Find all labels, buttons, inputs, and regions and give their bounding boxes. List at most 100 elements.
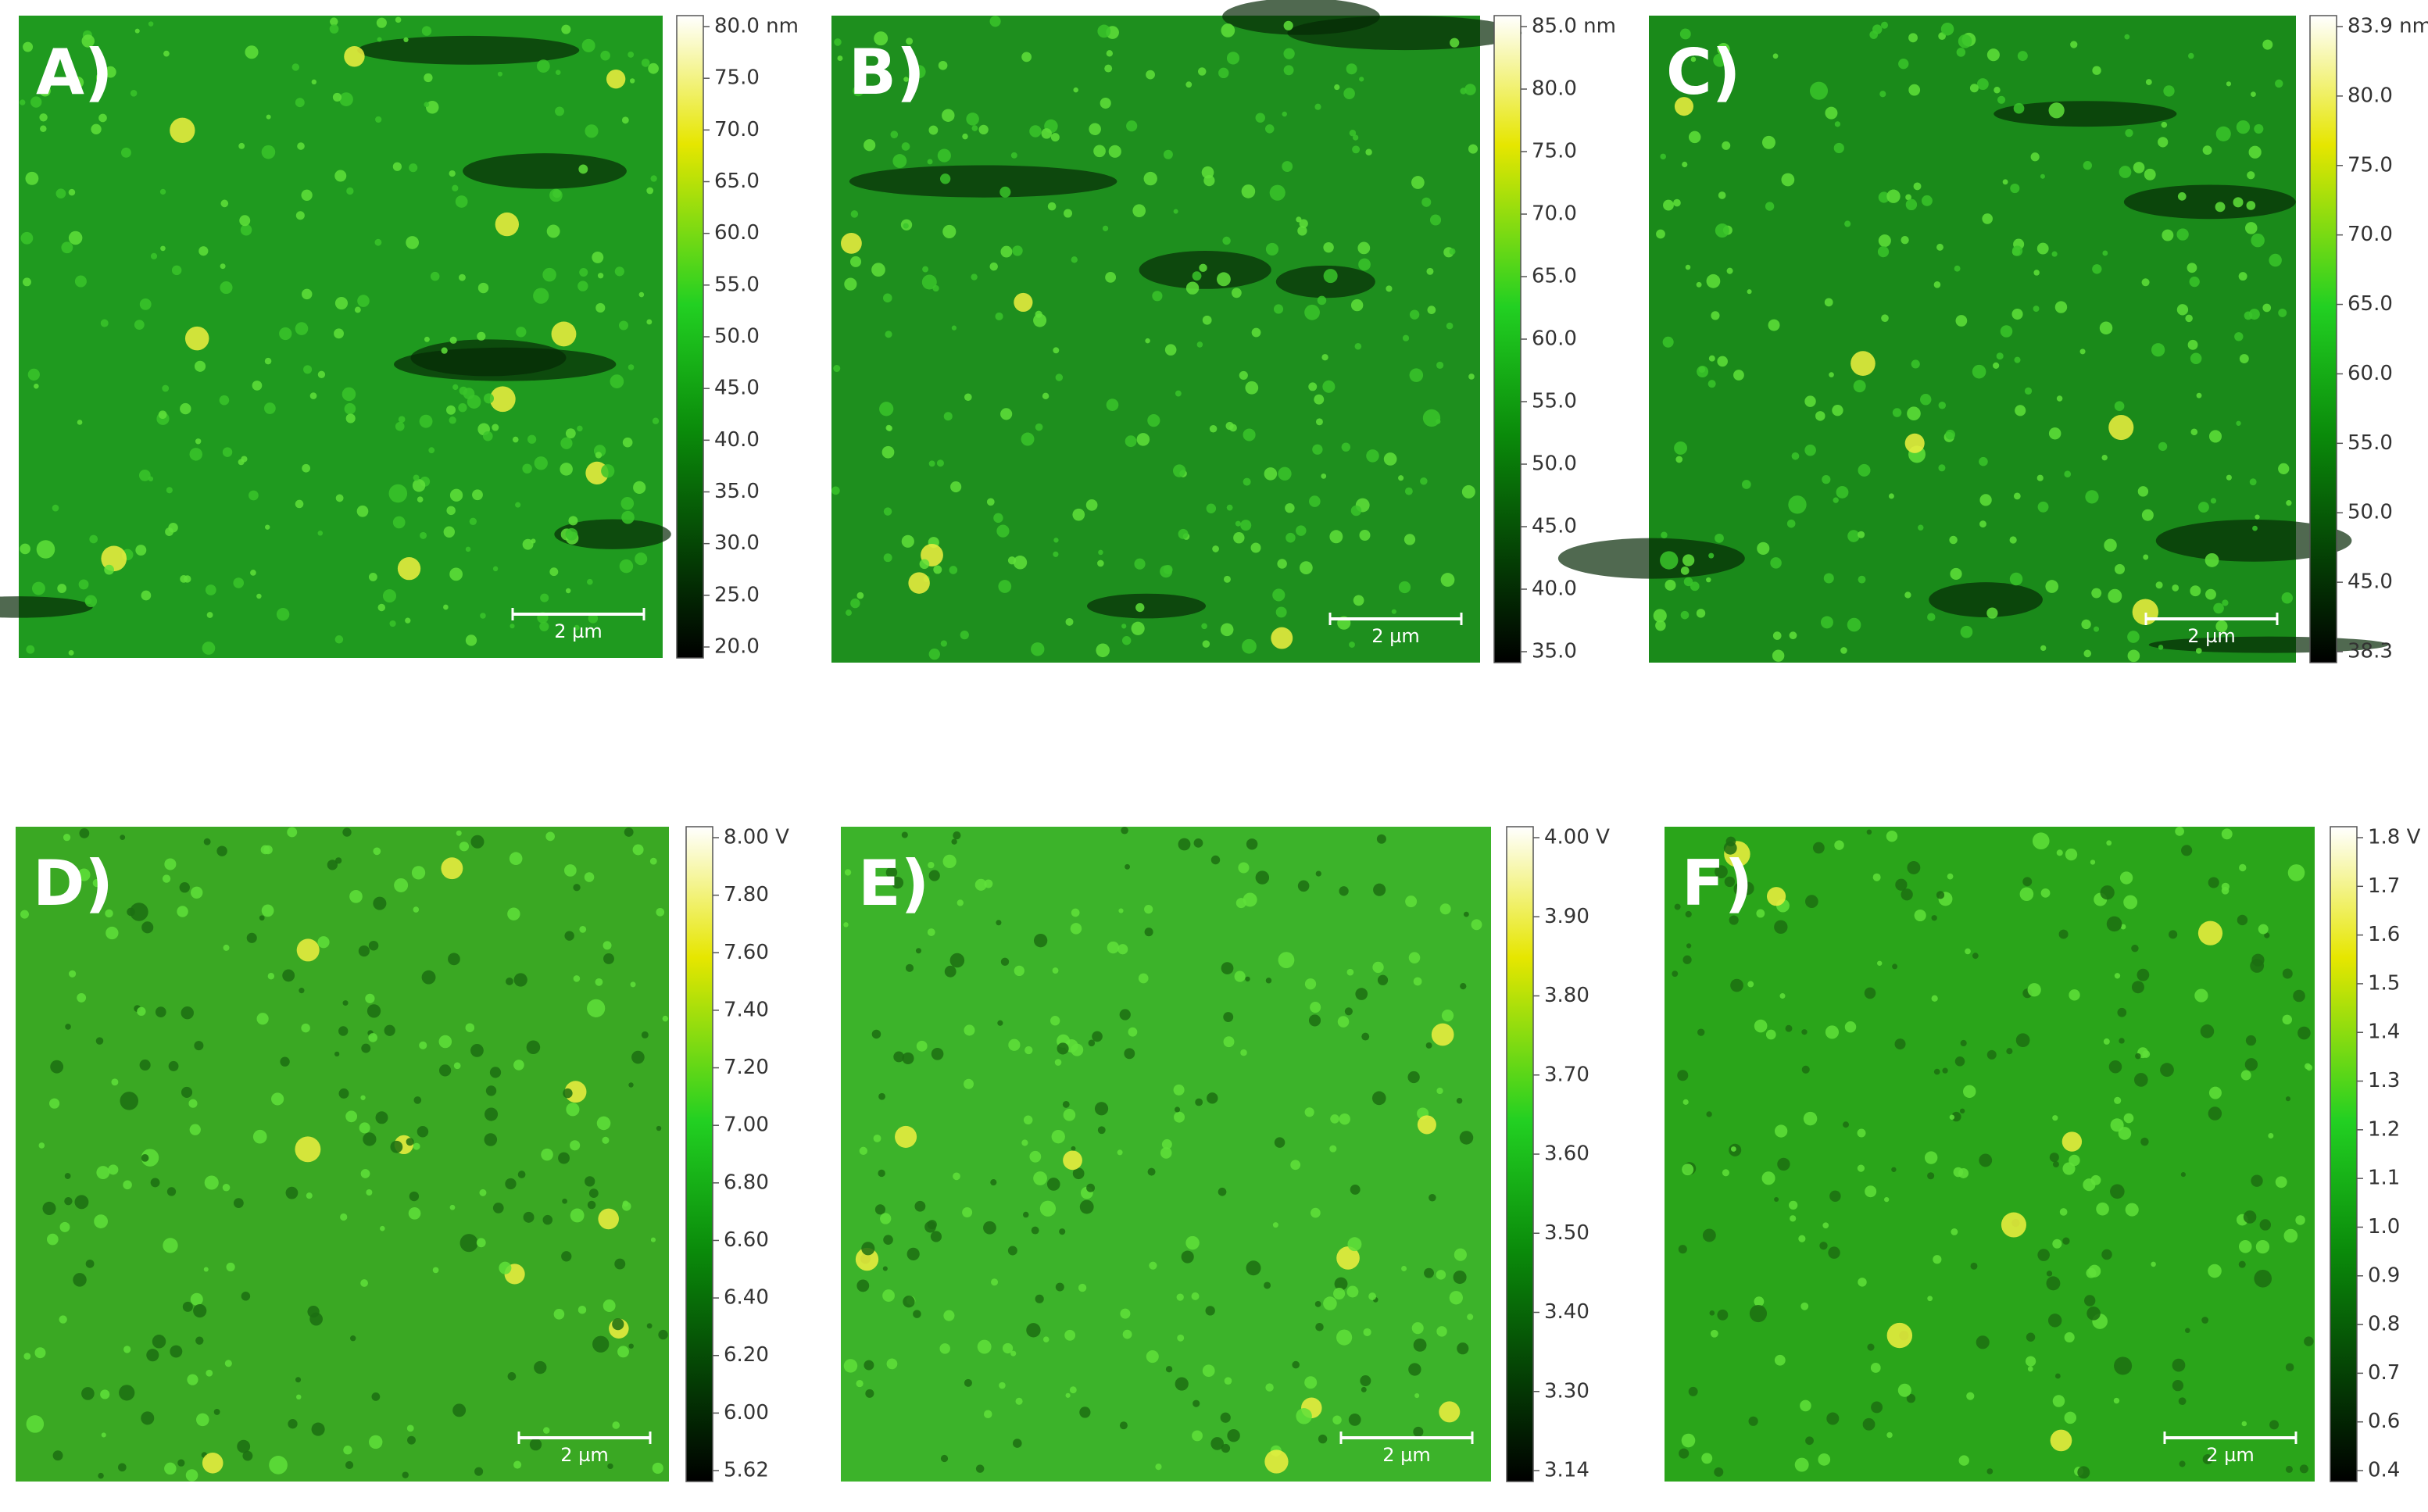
grain	[603, 1299, 616, 1312]
grain	[865, 1389, 874, 1398]
grain	[335, 494, 344, 502]
grain	[358, 945, 370, 957]
grain	[2258, 924, 2269, 935]
dark-streak	[1994, 101, 2177, 127]
colorbar	[676, 15, 704, 659]
grain	[311, 1422, 325, 1436]
grain	[874, 1204, 885, 1215]
colorbar-label: 6.40	[724, 1286, 769, 1310]
grain	[1057, 1042, 1069, 1055]
grain	[224, 1360, 232, 1367]
grain	[334, 635, 344, 644]
grain	[240, 223, 252, 236]
grain	[1682, 161, 1688, 168]
grain	[73, 1273, 87, 1287]
grain	[1174, 1111, 1185, 1123]
grain	[1071, 1146, 1076, 1151]
grain	[2172, 584, 2179, 592]
grain	[301, 1023, 310, 1033]
grain	[195, 1336, 204, 1345]
grain	[1673, 198, 1681, 207]
colorbar-label: 7.60	[724, 941, 769, 964]
grain	[856, 1379, 864, 1388]
grain	[2137, 968, 2150, 981]
grain	[78, 579, 89, 590]
grain	[1222, 236, 1231, 245]
grain	[562, 1198, 567, 1204]
grain	[279, 327, 292, 341]
grain	[635, 552, 648, 566]
grain	[27, 368, 40, 381]
grain	[1857, 1128, 1866, 1138]
grain	[2259, 1219, 2271, 1231]
grain	[1911, 359, 1920, 369]
grain	[2252, 525, 2258, 531]
grain	[1436, 1087, 1443, 1095]
grain	[983, 1221, 996, 1235]
grain	[238, 142, 245, 149]
grain	[1965, 948, 1971, 955]
grain	[1858, 531, 1865, 538]
grain	[650, 1237, 656, 1242]
grain	[317, 531, 324, 536]
grain	[233, 577, 245, 588]
grain	[2125, 129, 2133, 138]
grain	[2114, 401, 2125, 412]
grain	[1323, 269, 1338, 284]
colorbar-label: 50.0	[714, 325, 760, 349]
grain	[951, 325, 957, 331]
grain	[465, 634, 477, 646]
grain	[98, 1472, 104, 1479]
grain	[2205, 588, 2216, 600]
grain	[1931, 995, 1938, 1002]
grain	[1334, 84, 1340, 91]
grain	[52, 1450, 63, 1461]
grain	[2190, 352, 2202, 365]
grain	[1207, 1092, 1218, 1104]
grain	[164, 1462, 177, 1475]
grain	[1377, 974, 1389, 985]
grain	[1350, 1184, 1361, 1195]
grain	[1409, 309, 1420, 320]
grain	[1275, 606, 1287, 618]
grain	[1192, 1430, 1203, 1442]
grain	[1847, 530, 1860, 542]
grain	[1218, 67, 1229, 79]
grain	[2176, 304, 2189, 316]
grain	[38, 1142, 45, 1149]
grain	[1246, 838, 1258, 850]
grain	[2187, 339, 2198, 350]
grain	[505, 1178, 517, 1190]
grain	[1278, 952, 1295, 969]
grain	[933, 565, 942, 574]
grain	[1117, 1149, 1123, 1156]
grain	[928, 648, 940, 660]
grain	[940, 1454, 949, 1463]
grain	[1117, 944, 1128, 955]
grain	[265, 524, 270, 530]
grain	[1161, 1138, 1172, 1149]
grain	[1296, 1408, 1312, 1424]
grain	[1314, 394, 1325, 405]
grain	[1341, 442, 1351, 452]
grain	[1283, 20, 1293, 30]
grain	[2133, 162, 2145, 173]
colorbar-label: 0.9	[2368, 1264, 2400, 1287]
grain	[1901, 236, 1909, 245]
grain	[1772, 53, 1779, 59]
grain	[584, 872, 595, 882]
grain	[2158, 137, 2169, 148]
grain	[628, 364, 635, 370]
grain	[1046, 1178, 1060, 1191]
grain	[1269, 184, 1286, 201]
grain	[2194, 988, 2208, 1003]
grain	[2092, 66, 2101, 75]
colorbar-label: 65.0	[2348, 292, 2393, 316]
grain	[587, 1200, 596, 1210]
grain	[942, 224, 957, 238]
grain	[465, 1023, 475, 1032]
grain	[1398, 581, 1411, 594]
grain	[276, 607, 290, 621]
grain	[1206, 503, 1217, 513]
grain	[2087, 1306, 2101, 1321]
